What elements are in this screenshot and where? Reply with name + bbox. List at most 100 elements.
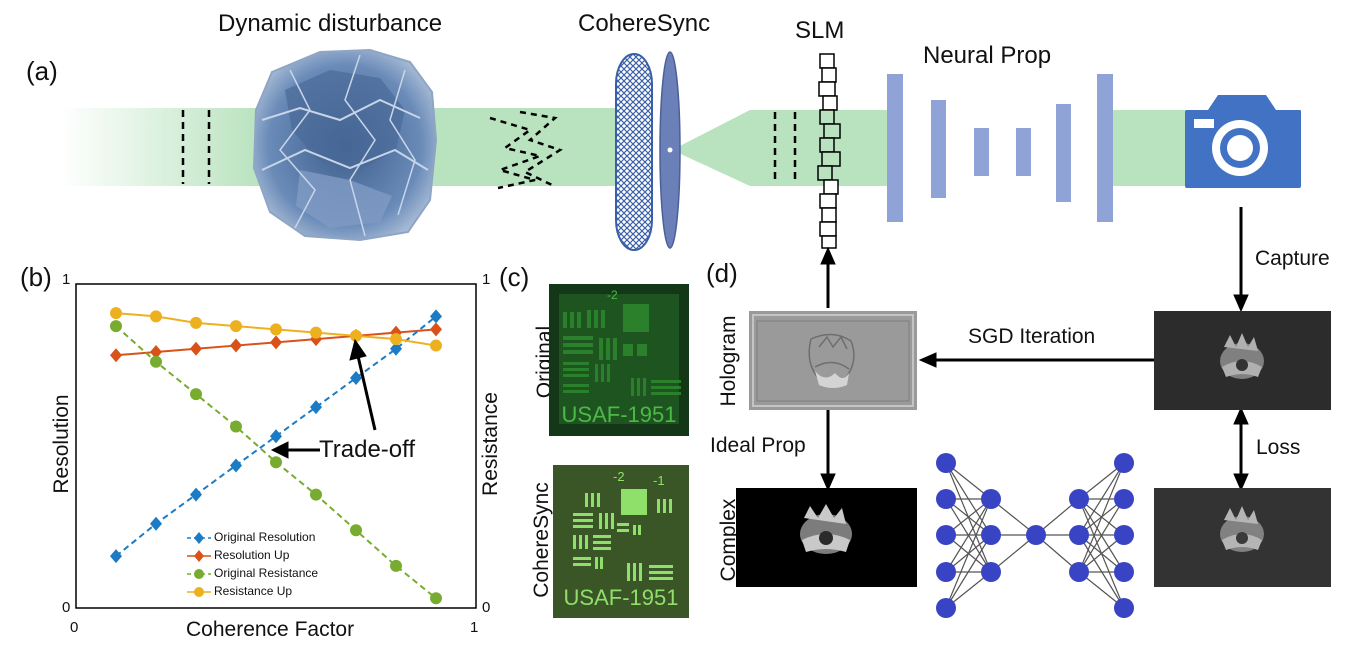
hologram-pattern [749,311,917,410]
data-point [190,388,202,401]
camera-icon [1185,95,1301,188]
panel-label-a: (a) [26,56,58,86]
dynamic-disturbance-label: Dynamic disturbance [218,10,443,37]
data-point [350,329,362,342]
panel-label-d: (d) [706,258,738,288]
captured-flower [1154,311,1331,410]
network-edge [1078,462,1125,536]
network-edge [1078,462,1125,573]
data-point [390,341,402,356]
network-node [1114,562,1134,582]
complex-image [736,488,917,587]
data-point [110,348,122,363]
data-point [110,320,122,333]
data-point [110,307,122,320]
network-node [1069,562,1089,582]
flow-arrows [820,207,1249,492]
data-point [230,420,242,433]
network-edge [945,498,992,573]
data-point [230,338,242,353]
target-flower [1154,488,1331,587]
data-point [350,370,362,385]
data-point [150,355,162,368]
network-node [1069,489,1089,509]
y-tick-left-top: 1 [62,271,71,288]
tradeoff-arrows [270,338,377,459]
network-node [936,598,956,618]
y-tick-left-bottom: 0 [62,599,71,616]
network-node [936,453,956,473]
disturbance-volume-icon [252,48,438,242]
hologram-image [749,311,917,410]
legend-swatch-resolution-up [187,550,211,562]
usaf-coheresync-image: USAF-1951 -2 -1 [553,465,689,618]
panel-label-c: (c) [499,262,530,292]
data-point [190,316,202,329]
usaf-group-number-right: -1 [653,473,665,488]
y-axis-title-left: Resolution [50,394,73,494]
data-point [270,335,282,350]
usaf-group-number: -2 [607,288,618,302]
y-tick-right-bottom: 0 [482,599,491,616]
usaf-text-original: USAF-1951 [561,402,677,427]
legend-label: Resistance Up [214,584,293,598]
data-point [230,458,242,473]
series-line-0 [115,315,437,557]
data-point [110,549,122,564]
legend-label: Original Resistance [214,566,319,580]
tradeoff-annotation: Trade-off [319,436,416,463]
complex-flower [736,488,917,587]
coheresync-mesh-plate-icon [615,53,653,251]
neural-prop-label: Neural Prop [923,42,1052,69]
pinhole-icon [667,147,673,153]
data-point [270,323,282,336]
data-point [430,309,442,324]
data-point [390,333,402,346]
distorted-wavefront [489,116,545,190]
target-image [1154,488,1331,587]
distorted-wavefront [519,110,563,187]
legend-swatch-original-resistance [187,569,211,579]
data-point [310,400,322,415]
data-point [430,339,442,352]
chart-plot-area [110,307,442,605]
x-tick-start: 0 [70,619,79,636]
y-axis-title-right: Resistance [479,392,502,496]
beam-fade-in [60,108,260,186]
network-node [1114,489,1134,509]
legend-label: Original Resolution [214,530,316,544]
data-point [270,429,282,444]
data-point [350,524,362,537]
data-point [310,488,322,501]
x-axis-title: Coherence Factor [186,618,355,641]
capture-label: Capture [1255,247,1330,270]
usaf-original-image: USAF-1951 -2 [549,284,689,436]
neural-network-diagram [936,453,1134,618]
data-point [190,487,202,502]
ideal-prop-label: Ideal Prop [710,434,806,457]
slm-pixel-array [817,53,841,249]
slm-label: SLM [795,17,845,44]
data-point [430,592,442,605]
data-point [150,310,162,323]
neural-prop-layers [887,74,1113,222]
data-point [270,456,282,469]
network-node [936,489,956,509]
data-point [190,341,202,356]
usaf-pattern-blurred [549,284,689,436]
data-point [230,320,242,333]
network-node [1114,453,1134,473]
coheresync-row-label: CohereSync [530,482,553,598]
loss-label: Loss [1256,436,1301,459]
network-node [981,525,1001,545]
network-node [1069,525,1089,545]
network-node [981,489,1001,509]
data-point [150,345,162,360]
data-point [390,559,402,572]
legend-swatch-resistance-up [187,587,211,597]
sgd-iteration-label: SGD Iteration [968,325,1096,348]
beam-to-camera [1110,110,1190,186]
y-tick-right-top: 1 [482,271,491,288]
network-edge [945,498,992,609]
